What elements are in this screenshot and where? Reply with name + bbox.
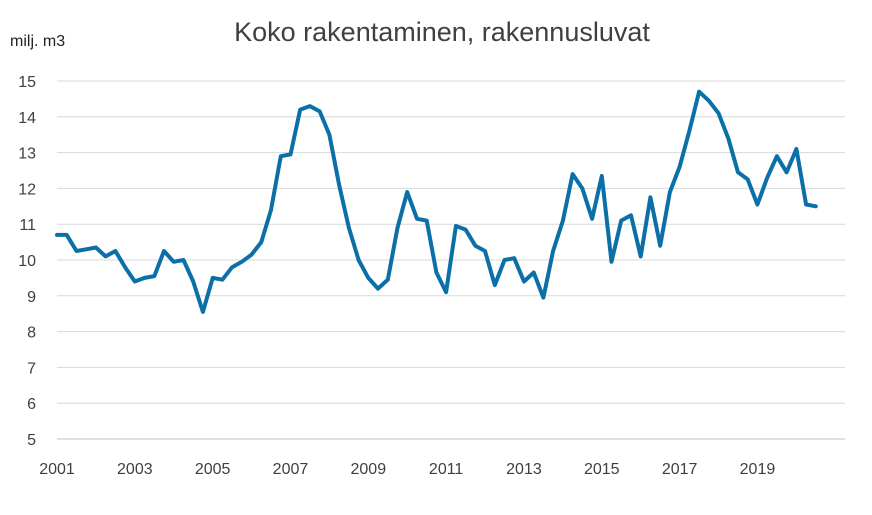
y-tick-label-8: 8 — [27, 325, 36, 342]
x-tick-label-2001: 2001 — [39, 461, 75, 478]
x-tick-label-2013: 2013 — [506, 461, 542, 478]
y-tick-label-13: 13 — [18, 146, 36, 163]
series-layer — [55, 89, 818, 314]
y-tick-label-5: 5 — [27, 432, 36, 449]
y-tick-label-12: 12 — [18, 181, 36, 198]
y-tick-label-9: 9 — [27, 289, 36, 306]
y-tick-label-15: 15 — [18, 74, 36, 91]
x-tick-label-2007: 2007 — [273, 461, 309, 478]
y-tick-labels: 5 6 7 8 9 10 11 12 13 14 15 — [18, 74, 36, 449]
x-tick-label-2019: 2019 — [740, 461, 776, 478]
y-tick-label-10: 10 — [18, 253, 36, 270]
y-tick-label-14: 14 — [18, 110, 36, 127]
x-tick-label-2005: 2005 — [195, 461, 231, 478]
x-tick-label-2011: 2011 — [429, 461, 464, 478]
chart-title: Koko rakentaminen, rakennusluvat — [234, 17, 650, 47]
x-tick-label-2009: 2009 — [351, 461, 387, 478]
x-tick-labels: 2001 2003 2005 2007 2009 2011 2013 2015 2017 2019 — [39, 461, 775, 478]
y-tick-label-6: 6 — [27, 396, 36, 413]
y-tick-label-7: 7 — [27, 360, 36, 377]
x-tick-label-2015: 2015 — [584, 461, 620, 478]
x-tick-label-2017: 2017 — [662, 461, 698, 478]
x-tick-label-2003: 2003 — [117, 461, 153, 478]
y-axis-unit-label: milj. m3 — [10, 33, 65, 50]
y-tick-label-11: 11 — [19, 217, 36, 234]
series-line-0 — [55, 89, 818, 314]
